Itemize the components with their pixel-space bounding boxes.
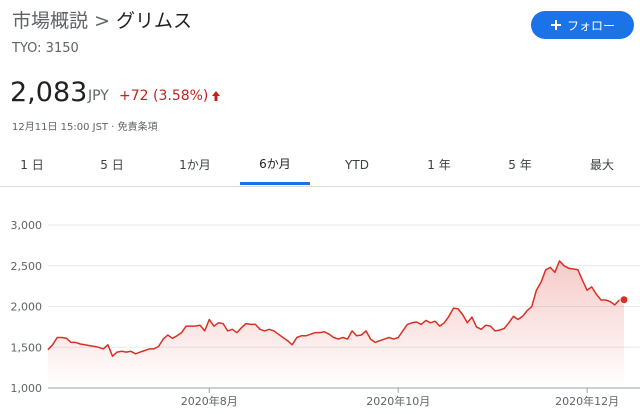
- range-tab[interactable]: 1 年: [427, 158, 451, 172]
- range-tab[interactable]: 5 年: [508, 158, 532, 172]
- breadcrumb: 市場概説 > グリムス: [12, 6, 192, 33]
- x-tick-label: 2020年8月: [181, 394, 238, 408]
- disclaimer-link[interactable]: 免責条項: [117, 122, 158, 133]
- change-text: +72 (3.58%): [119, 88, 209, 104]
- last-point: [619, 295, 629, 305]
- y-tick-label: 2,000: [11, 301, 43, 314]
- y-tick-label: 1,000: [11, 382, 43, 395]
- range-tab[interactable]: 最大: [589, 158, 614, 172]
- price-line: [47, 260, 625, 357]
- x-tick-label: 2020年10月: [366, 394, 430, 408]
- timestamp: 12月11日 15:00 JST · 免責条項: [12, 118, 158, 133]
- price: 2,083: [10, 77, 88, 108]
- y-tick-label: 2,500: [11, 260, 43, 273]
- range-tab[interactable]: 1か月: [179, 158, 211, 172]
- follow-label: フォロー: [566, 18, 615, 33]
- price-change: +72 (3.58%): [119, 88, 221, 104]
- ticker: TYO: 3150: [12, 41, 79, 56]
- breadcrumb-separator: >: [94, 10, 110, 32]
- up-arrow: [212, 91, 221, 101]
- stock-name: グリムス: [116, 10, 193, 32]
- plus-icon: [550, 20, 561, 30]
- area-fill: [48, 260, 624, 388]
- chart: 1,000 1,500 2,000 2,500 3,000 2020年8月 2020年10月…: [11, 219, 640, 408]
- x-tick-label: 2020年12月: [555, 394, 619, 408]
- breadcrumb-link[interactable]: 市場概説: [12, 10, 89, 32]
- follow-button[interactable]: フォロー: [531, 11, 634, 39]
- range-tab[interactable]: 5 日: [100, 158, 124, 172]
- y-tick-label: 1,500: [11, 341, 43, 354]
- dot: ·: [111, 122, 115, 133]
- range-tab[interactable]: YTD: [345, 157, 369, 172]
- time: 12月11日 15:00 JST: [12, 122, 109, 133]
- range-tab[interactable]: 1 日: [20, 158, 44, 172]
- y-tick-label: 3,000: [11, 219, 43, 232]
- range-tab[interactable]: 6か月: [240, 144, 310, 185]
- currency: JPY: [88, 88, 109, 104]
- range-tabs: 1 日 5 日 1か月 6か月 YTD 1 年 5 年 最大: [0, 144, 640, 187]
